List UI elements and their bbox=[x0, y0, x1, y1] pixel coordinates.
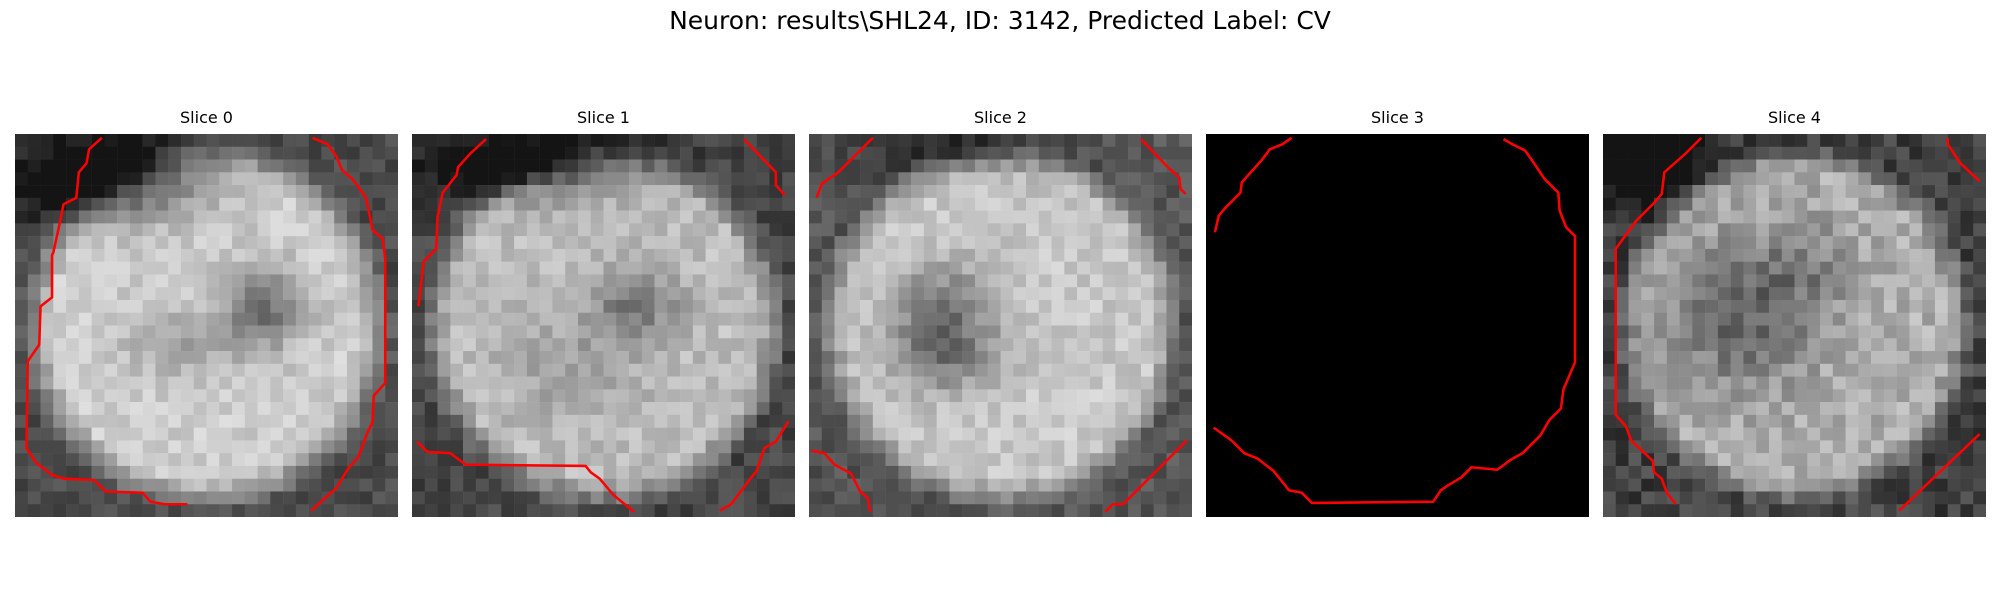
slice-1-contour-3 bbox=[719, 420, 790, 512]
slice-0-image bbox=[15, 134, 398, 517]
slice-2-title: Slice 2 bbox=[974, 108, 1027, 127]
slice-0-title: Slice 0 bbox=[180, 108, 233, 127]
slice-4-contour-1 bbox=[1946, 137, 1981, 183]
slice-2-contour-1 bbox=[1140, 138, 1187, 195]
figure-title: Neuron: results\SHL24, ID: 3142, Predict… bbox=[669, 6, 1331, 35]
slice-0-contour-0 bbox=[25, 136, 188, 506]
slice-0-contour-1 bbox=[310, 136, 387, 512]
slice-2-contour-3 bbox=[1104, 439, 1188, 513]
slice-2-contour-2 bbox=[811, 449, 872, 513]
slice-3-contour-1 bbox=[1212, 137, 1577, 505]
slice-2-panel bbox=[809, 134, 1192, 517]
slice-0-panel bbox=[15, 134, 398, 517]
slice-4-contour-0 bbox=[1614, 136, 1703, 506]
slice-3-panel bbox=[1206, 134, 1589, 517]
slice-2-image bbox=[809, 134, 1192, 517]
slice-4-panel bbox=[1603, 134, 1986, 517]
slice-1-contour-2 bbox=[416, 440, 635, 513]
slice-1-image bbox=[412, 134, 795, 517]
slice-3-title: Slice 3 bbox=[1371, 108, 1424, 127]
slice-1-title: Slice 1 bbox=[577, 108, 630, 127]
slice-1-contour-0 bbox=[417, 138, 487, 307]
slice-3-contour-0 bbox=[1213, 136, 1293, 233]
slice-1-panel bbox=[412, 134, 795, 517]
slice-4-contour-2 bbox=[1898, 433, 1981, 512]
slice-4-title: Slice 4 bbox=[1768, 108, 1821, 127]
slice-2-contour-0 bbox=[815, 136, 874, 199]
slice-4-image bbox=[1603, 134, 1986, 517]
slice-1-contour-1 bbox=[743, 138, 786, 197]
slice-3-image bbox=[1206, 134, 1589, 517]
